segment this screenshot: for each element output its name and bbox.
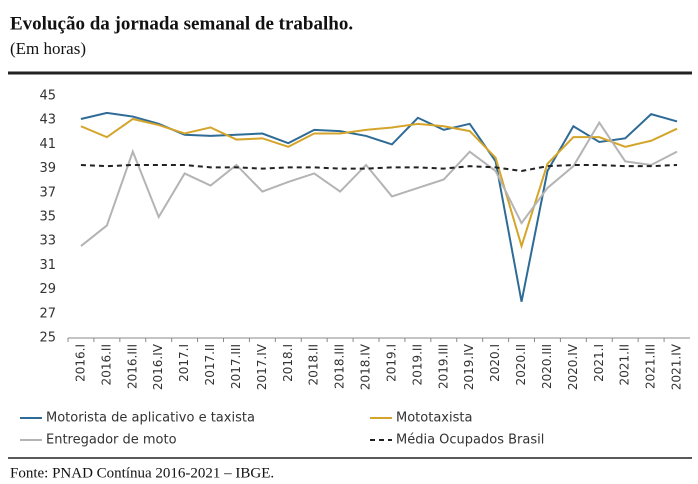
x-tick-label: 2020.IV <box>566 343 580 390</box>
x-tick-label: 2017.III <box>229 344 243 389</box>
x-tick-label: 2019.I <box>384 344 398 382</box>
x-tick-label: 2020.II <box>514 344 528 385</box>
y-tick-label: 39 <box>39 161 56 176</box>
series-line <box>80 117 678 250</box>
x-tick-label: 2019.III <box>436 344 450 389</box>
y-tick-label: 27 <box>39 306 56 321</box>
x-tick-label: 2016.I <box>73 344 87 382</box>
x-tick-label: 2021.III <box>644 344 658 389</box>
source: Fonte: PNAD Contínua 2016-2021 – IBGE. <box>10 465 274 481</box>
y-tick-label: 45 <box>39 89 56 104</box>
legend-label: Motorista de aplicativo e taxista <box>46 411 255 426</box>
x-tick-label: 2016.III <box>125 344 139 389</box>
y-tick-label: 33 <box>39 234 56 249</box>
series-line <box>80 163 678 173</box>
x-tick-label: 2018.IV <box>359 343 373 390</box>
y-tick-label: 35 <box>39 210 56 225</box>
y-tick-label: 41 <box>39 137 56 152</box>
x-tick-label: 2020.I <box>488 344 502 382</box>
x-tick-label: 2016.II <box>99 344 113 385</box>
x-tick-label: 2017.IV <box>255 343 269 390</box>
x-tick-label: 2017.II <box>203 344 217 385</box>
legend-label: Média Ocupados Brasil <box>396 433 544 448</box>
x-tick-label: 2021.IV <box>670 343 684 390</box>
x-tick-label: 2021.II <box>618 344 632 385</box>
x-tick-label: 2019.II <box>410 344 424 385</box>
x-tick-label: 2018.I <box>281 344 295 382</box>
y-tick-label: 43 <box>39 113 56 128</box>
x-tick-label: 2019.IV <box>462 343 476 390</box>
series-line <box>80 120 678 247</box>
x-tick-label: 2017.I <box>177 344 191 382</box>
y-tick-label: 25 <box>39 331 56 346</box>
y-tick-label: 37 <box>39 185 56 200</box>
legend-label: Entregador de moto <box>46 433 177 448</box>
x-tick-label: 2020.III <box>540 344 554 389</box>
x-tick-label: 2018.II <box>307 344 321 385</box>
chart-title: Evolução da jornada semanal de trabalho. <box>10 13 353 34</box>
x-tick-label: 2016.IV <box>151 343 165 390</box>
y-tick-label: 29 <box>39 282 56 297</box>
x-tick-label: 2018.III <box>333 344 347 389</box>
x-tick-label: 2021.I <box>592 344 606 382</box>
y-tick-label: 31 <box>39 258 56 273</box>
legend-label: Mototaxista <box>396 411 472 426</box>
chart-subtitle: (Em horas) <box>10 39 86 58</box>
